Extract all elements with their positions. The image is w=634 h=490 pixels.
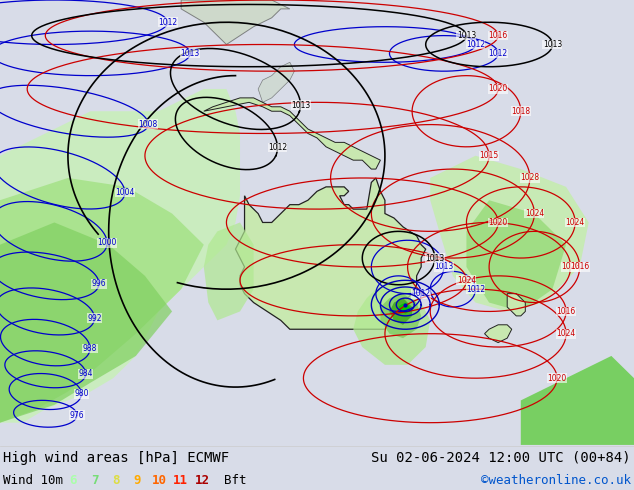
Text: 988: 988 [83,344,97,353]
Text: 1012: 1012 [466,285,485,294]
Text: 996: 996 [92,279,107,288]
Text: 8: 8 [112,473,120,487]
Text: 7: 7 [91,473,98,487]
Text: 1013: 1013 [425,253,444,263]
Text: 1012: 1012 [411,289,430,298]
Text: 976: 976 [70,411,84,419]
Text: 1016: 1016 [570,263,589,271]
Polygon shape [380,294,421,338]
Text: ©weatheronline.co.uk: ©weatheronline.co.uk [481,473,631,487]
Text: 1015: 1015 [479,151,499,160]
Text: 1013: 1013 [434,263,453,271]
Text: 1012: 1012 [466,40,485,49]
Polygon shape [484,325,512,343]
Text: 1013: 1013 [543,40,562,49]
Polygon shape [258,62,294,102]
Text: High wind areas [hPa] ECMWF: High wind areas [hPa] ECMWF [3,450,230,465]
Text: 1024: 1024 [557,329,576,338]
Polygon shape [399,302,410,314]
Polygon shape [204,222,254,320]
Polygon shape [389,298,412,325]
Text: 1012: 1012 [158,18,177,27]
Text: Su 02-06-2024 12:00 UTC (00+84): Su 02-06-2024 12:00 UTC (00+84) [371,450,631,465]
Text: 1018: 1018 [511,107,531,116]
Text: 9: 9 [134,473,141,487]
Text: 980: 980 [74,390,89,398]
Text: 1013: 1013 [457,31,476,40]
Polygon shape [521,356,634,445]
Polygon shape [353,280,430,365]
Text: 1024: 1024 [457,276,476,285]
Text: 1012: 1012 [268,143,287,152]
Text: 1016: 1016 [557,307,576,316]
Text: Bft: Bft [224,473,246,487]
Polygon shape [0,222,172,423]
Polygon shape [204,98,380,169]
Text: 1013: 1013 [291,100,310,110]
Text: Wind 10m: Wind 10m [3,473,63,487]
Text: 11: 11 [173,473,188,487]
Text: 1008: 1008 [139,120,158,129]
Text: 1013: 1013 [181,49,200,58]
Text: 984: 984 [79,369,93,378]
Text: 1024: 1024 [525,209,544,218]
Polygon shape [467,200,566,312]
Polygon shape [235,178,425,329]
Text: 1012: 1012 [489,49,508,58]
Text: 1004: 1004 [115,188,134,197]
Polygon shape [0,89,240,423]
Text: 1024: 1024 [566,218,585,227]
Text: 1020: 1020 [489,84,508,94]
Polygon shape [181,0,290,45]
Text: 1000: 1000 [98,239,117,247]
Text: 6: 6 [69,473,77,487]
Text: 1028: 1028 [561,263,580,271]
Text: 1028: 1028 [521,173,540,182]
Polygon shape [0,178,204,423]
Text: 12: 12 [195,473,210,487]
Polygon shape [430,156,589,312]
Text: 10: 10 [152,473,167,487]
Polygon shape [507,294,526,316]
Text: 1020: 1020 [489,218,508,227]
Text: 992: 992 [87,314,101,322]
Text: 1020: 1020 [547,374,567,383]
Text: 1016: 1016 [489,31,508,40]
